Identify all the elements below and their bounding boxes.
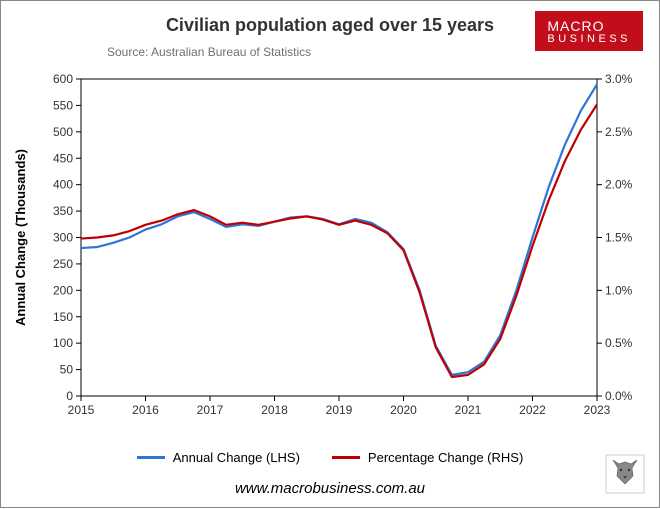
svg-text:2021: 2021 xyxy=(455,403,482,417)
svg-text:2017: 2017 xyxy=(197,403,224,417)
svg-text:2016: 2016 xyxy=(132,403,159,417)
svg-text:2022: 2022 xyxy=(519,403,546,417)
svg-text:2019: 2019 xyxy=(326,403,353,417)
svg-text:2023: 2023 xyxy=(584,403,611,417)
svg-text:250: 250 xyxy=(53,257,73,271)
svg-text:2020: 2020 xyxy=(390,403,417,417)
svg-text:1.5%: 1.5% xyxy=(605,231,633,245)
svg-text:1.0%: 1.0% xyxy=(605,283,633,297)
legend-swatch xyxy=(332,456,360,459)
line-chart: 0 50 100 150 200 250 300 350 400 450 500 550 600 0.0%… xyxy=(1,1,660,509)
svg-text:550: 550 xyxy=(53,98,73,112)
svg-text:600: 600 xyxy=(53,72,73,86)
svg-text:0.5%: 0.5% xyxy=(605,336,633,350)
svg-text:50: 50 xyxy=(60,363,74,377)
svg-text:300: 300 xyxy=(53,231,73,245)
svg-text:100: 100 xyxy=(53,336,73,350)
svg-text:0.0%: 0.0% xyxy=(605,389,633,403)
svg-text:2015: 2015 xyxy=(68,403,95,417)
source-url: www.macrobusiness.com.au xyxy=(1,480,659,497)
svg-text:0: 0 xyxy=(66,389,73,403)
legend-label: Annual Change (LHS) xyxy=(173,450,300,465)
svg-text:2.0%: 2.0% xyxy=(605,178,633,192)
svg-text:450: 450 xyxy=(53,151,73,165)
svg-text:150: 150 xyxy=(53,310,73,324)
svg-text:400: 400 xyxy=(53,178,73,192)
legend-item: Percentage Change (RHS) xyxy=(332,450,523,465)
chart-container: { "title": "Civilian population aged ove… xyxy=(0,0,660,508)
legend-label: Percentage Change (RHS) xyxy=(368,450,523,465)
svg-text:3.0%: 3.0% xyxy=(605,72,633,86)
svg-text:350: 350 xyxy=(53,204,73,218)
svg-text:2018: 2018 xyxy=(261,403,288,417)
svg-text:200: 200 xyxy=(53,283,73,297)
legend-item: Annual Change (LHS) xyxy=(137,450,300,465)
svg-text:500: 500 xyxy=(53,125,73,139)
wolf-icon xyxy=(605,454,645,499)
legend: Annual Change (LHS) Percentage Change (RH… xyxy=(1,447,659,465)
svg-text:2.5%: 2.5% xyxy=(605,125,633,139)
legend-swatch xyxy=(137,456,165,459)
